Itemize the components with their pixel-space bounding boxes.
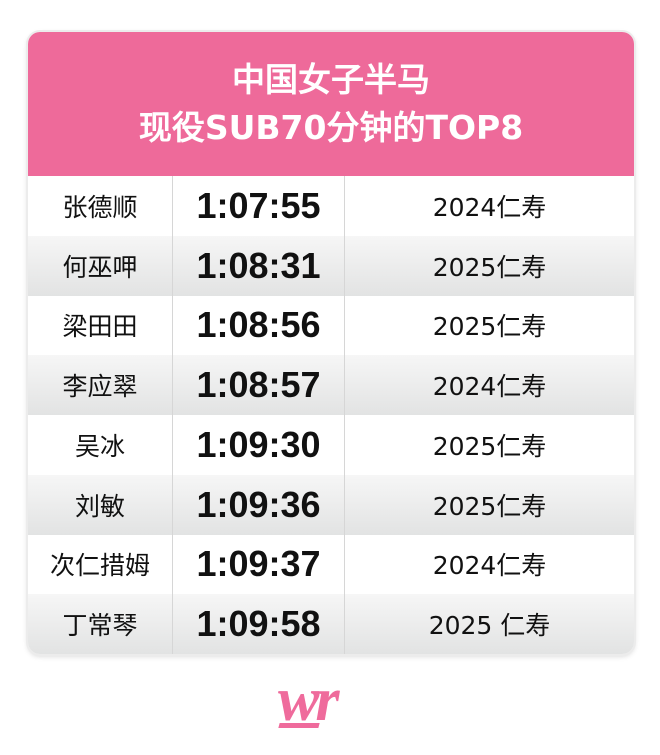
table-row: 丁常琴 1:09:58 2025 仁寿 bbox=[28, 594, 634, 654]
athlete-name: 梁田田 bbox=[62, 312, 138, 342]
race-label: 2025仁寿 bbox=[432, 312, 547, 342]
race-label: 2025仁寿 bbox=[432, 431, 547, 461]
athlete-name: 次仁措姆 bbox=[49, 551, 150, 581]
title-line-1: 中国女子半马 bbox=[232, 60, 430, 99]
athlete-name: 李应翠 bbox=[62, 372, 138, 402]
ranking-table: 中国女子半马 现役SUB70分钟的TOP8 张德顺 1:07:55 2024仁寿 何巫… bbox=[28, 32, 634, 654]
race-label: 2024仁寿 bbox=[432, 551, 547, 581]
athlete-name: 张德顺 bbox=[62, 192, 138, 222]
wr-logo: wr bbox=[278, 666, 340, 734]
finish-time: 1:09:36 bbox=[172, 474, 345, 535]
race-label: 2024仁寿 bbox=[432, 192, 547, 222]
athlete-name: 吴冰 bbox=[74, 431, 125, 461]
table-row: 次仁措姆 1:09:37 2024仁寿 bbox=[28, 534, 634, 595]
athlete-name: 何巫呷 bbox=[62, 252, 138, 282]
table-row: 吴冰 1:09:30 2025仁寿 bbox=[28, 415, 634, 475]
athlete-name: 丁常琴 bbox=[62, 611, 138, 641]
finish-time: 1:09:58 bbox=[172, 594, 345, 654]
table-row: 何巫呷 1:08:31 2025仁寿 bbox=[28, 235, 634, 296]
table-row: 刘敏 1:09:36 2025仁寿 bbox=[28, 474, 634, 535]
finish-time: 1:07:55 bbox=[172, 176, 345, 236]
table-row: 李应翠 1:08:57 2024仁寿 bbox=[28, 355, 634, 415]
finish-time: 1:08:57 bbox=[172, 355, 345, 415]
finish-time: 1:08:56 bbox=[172, 295, 345, 356]
race-label: 2025 仁寿 bbox=[428, 611, 551, 641]
race-label: 2025仁寿 bbox=[432, 252, 547, 282]
title-line-2: 现役SUB70分钟的TOP8 bbox=[138, 108, 524, 147]
logo-underline bbox=[278, 723, 320, 728]
finish-time: 1:09:37 bbox=[172, 534, 345, 595]
race-label: 2024仁寿 bbox=[432, 372, 547, 402]
table-header: 中国女子半马 现役SUB70分钟的TOP8 bbox=[28, 32, 634, 176]
finish-time: 1:08:31 bbox=[172, 235, 345, 296]
table-row: 梁田田 1:08:56 2025仁寿 bbox=[28, 295, 634, 356]
table-row: 张德顺 1:07:55 2024仁寿 bbox=[28, 176, 634, 236]
athlete-name: 刘敏 bbox=[74, 491, 125, 521]
race-label: 2025仁寿 bbox=[432, 491, 547, 521]
finish-time: 1:09:30 bbox=[172, 415, 345, 475]
